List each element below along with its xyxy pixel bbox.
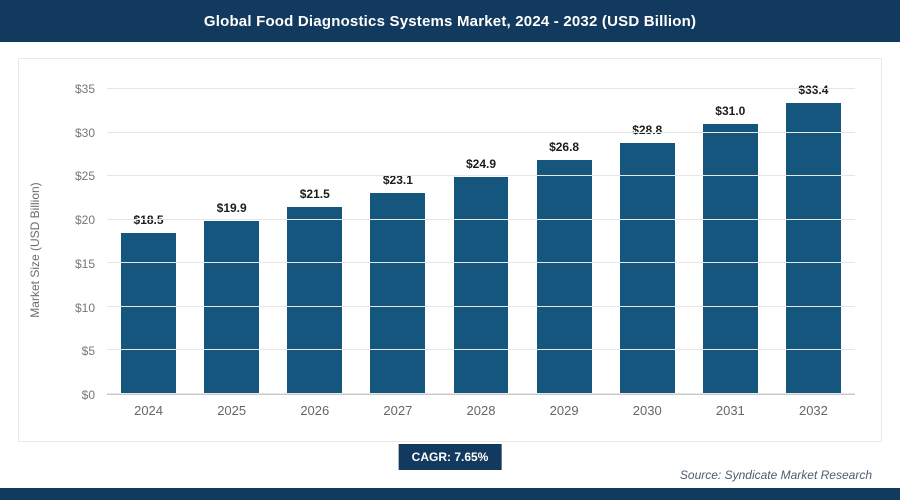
y-axis-ticks: $0 $5 $10 $15 $20 $25 $30 $35: [49, 82, 95, 402]
chart-area: Market Size (USD Billion) $0 $5 $10 $15 $20 $…: [18, 58, 882, 442]
bar[interactable]: [121, 232, 176, 394]
bar-value-label: $18.5: [133, 212, 164, 227]
x-tick-label: 2024: [134, 403, 164, 418]
cagr-badge: CAGR: 7.65%: [398, 444, 502, 470]
bar-group: $24.9 2028: [439, 89, 522, 418]
bar-group: $28.8 2030: [606, 89, 689, 418]
y-tick-label: $15: [74, 256, 95, 271]
chart-title: Global Food Diagnostics Systems Market, …: [203, 12, 697, 30]
plot-area: $18.5 2024 $19.9 2025 $21.5 2026 $23.1 2027 $24.…: [107, 83, 855, 418]
bar-group: $19.9 2025: [190, 89, 273, 418]
source-attribution: Source: Syndicate Market Research: [679, 468, 872, 482]
bar-group: $33.4 2032: [772, 83, 855, 418]
bar-value-label: $28.8: [632, 123, 663, 138]
y-tick-label: $10: [74, 300, 95, 315]
bar-value-label: $24.9: [465, 157, 496, 172]
x-tick-label: 2026: [300, 403, 330, 418]
gridline: [107, 305, 855, 307]
x-tick-label: 2032: [798, 403, 828, 418]
x-tick-label: 2031: [715, 403, 745, 418]
bar-value-label: $21.5: [299, 186, 330, 201]
bottom-accent-bar: [0, 488, 900, 500]
bar-group: $23.1 2027: [356, 89, 439, 418]
bar[interactable]: [702, 123, 758, 394]
x-tick-label: 2027: [383, 403, 413, 418]
bar-group: $26.8 2029: [523, 89, 606, 418]
bar[interactable]: [204, 220, 260, 394]
y-tick-label: $5: [81, 344, 95, 359]
x-tick-label: 2028: [466, 403, 496, 418]
bar[interactable]: [370, 192, 426, 394]
bars-row: $18.5 2024 $19.9 2025 $21.5 2026 $23.1 2027 $24.…: [107, 83, 855, 418]
bar-group: $18.5 2024: [107, 89, 190, 418]
y-tick-label: $20: [74, 213, 95, 228]
gridline: [107, 349, 855, 351]
bar[interactable]: [287, 206, 343, 394]
bar[interactable]: [453, 177, 509, 394]
y-tick-label: $25: [74, 169, 95, 184]
footer: CAGR: 7.65% Source: Syndicate Market Res…: [0, 442, 900, 486]
gridline: [107, 175, 855, 177]
bar-value-label: $31.0: [715, 103, 746, 118]
bar[interactable]: [786, 102, 841, 394]
x-tick-label: 2030: [632, 403, 662, 418]
gridline: [107, 262, 855, 264]
y-tick-label: $30: [74, 125, 95, 140]
chart-title-bar: Global Food Diagnostics Systems Market, …: [0, 0, 900, 42]
bar[interactable]: [536, 160, 592, 394]
bar-group: $31.0 2031: [689, 89, 772, 418]
y-axis-title: Market Size (USD Billion): [28, 182, 42, 318]
bar-value-label: $23.1: [382, 172, 413, 187]
bar-group: $21.5 2026: [273, 89, 356, 418]
bar-value-label: $26.8: [549, 140, 580, 155]
gridline: [107, 88, 855, 89]
gridline: [107, 131, 855, 133]
bar[interactable]: [619, 143, 675, 394]
bar-value-label: $19.9: [216, 200, 247, 215]
x-tick-label: 2025: [217, 403, 247, 418]
x-tick-label: 2029: [549, 403, 579, 418]
y-tick-label: $35: [74, 82, 95, 96]
gridline: [107, 393, 855, 394]
gridline: [107, 218, 855, 220]
bar-value-label: $33.4: [798, 82, 829, 97]
y-tick-label: $0: [81, 388, 95, 402]
